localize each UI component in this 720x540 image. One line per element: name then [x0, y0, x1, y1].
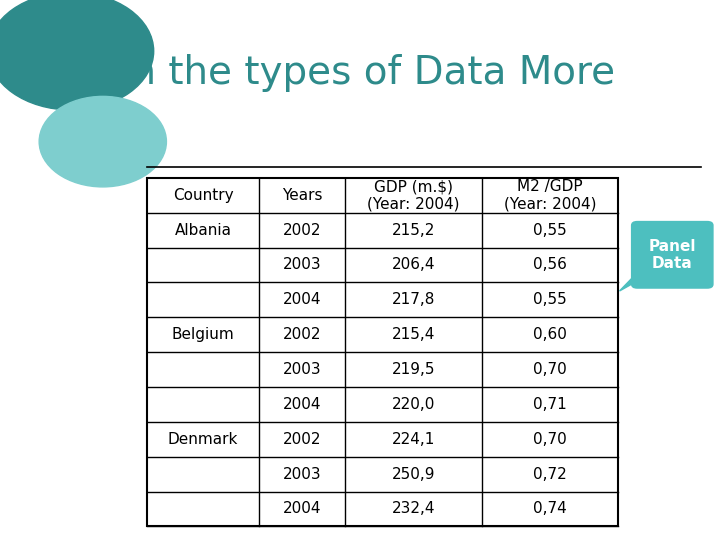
Text: 2002: 2002	[283, 432, 321, 447]
Text: Denmark: Denmark	[168, 432, 238, 447]
Text: 250,9: 250,9	[392, 467, 435, 482]
Text: 219,5: 219,5	[392, 362, 435, 377]
Text: 0,70: 0,70	[533, 432, 567, 447]
Text: 2003: 2003	[282, 258, 321, 273]
Text: 0,71: 0,71	[533, 397, 567, 412]
Text: 217,8: 217,8	[392, 292, 435, 307]
Text: 232,4: 232,4	[392, 502, 435, 516]
Polygon shape	[619, 266, 644, 291]
Text: Years: Years	[282, 188, 322, 203]
Text: 2004: 2004	[283, 397, 321, 412]
Text: Panel
Data: Panel Data	[649, 239, 696, 271]
Text: 2002: 2002	[283, 327, 321, 342]
Text: On the types of Data More: On the types of Data More	[101, 54, 615, 92]
Circle shape	[39, 96, 166, 187]
Text: 224,1: 224,1	[392, 432, 435, 447]
Text: 206,4: 206,4	[392, 258, 435, 273]
Text: 0,74: 0,74	[533, 502, 567, 516]
Text: GDP (m.$)
(Year: 2004): GDP (m.$) (Year: 2004)	[367, 179, 459, 212]
Text: 0,55: 0,55	[533, 222, 567, 238]
Text: 2002: 2002	[283, 222, 321, 238]
Text: 2004: 2004	[283, 502, 321, 516]
Text: 215,2: 215,2	[392, 222, 435, 238]
Text: Belgium: Belgium	[171, 327, 235, 342]
Text: 0,55: 0,55	[533, 292, 567, 307]
Text: 0,70: 0,70	[533, 362, 567, 377]
Text: M2 /GDP
(Year: 2004): M2 /GDP (Year: 2004)	[504, 179, 596, 212]
FancyBboxPatch shape	[631, 221, 714, 289]
Text: 0,60: 0,60	[533, 327, 567, 342]
Text: 215,4: 215,4	[392, 327, 435, 342]
Text: 2003: 2003	[282, 362, 321, 377]
Text: 0,56: 0,56	[533, 258, 567, 273]
Text: 0,72: 0,72	[533, 467, 567, 482]
Circle shape	[0, 0, 153, 110]
Text: 2003: 2003	[282, 467, 321, 482]
Text: 220,0: 220,0	[392, 397, 435, 412]
Text: Albania: Albania	[174, 222, 232, 238]
Text: 2004: 2004	[283, 292, 321, 307]
Text: Country: Country	[173, 188, 233, 203]
